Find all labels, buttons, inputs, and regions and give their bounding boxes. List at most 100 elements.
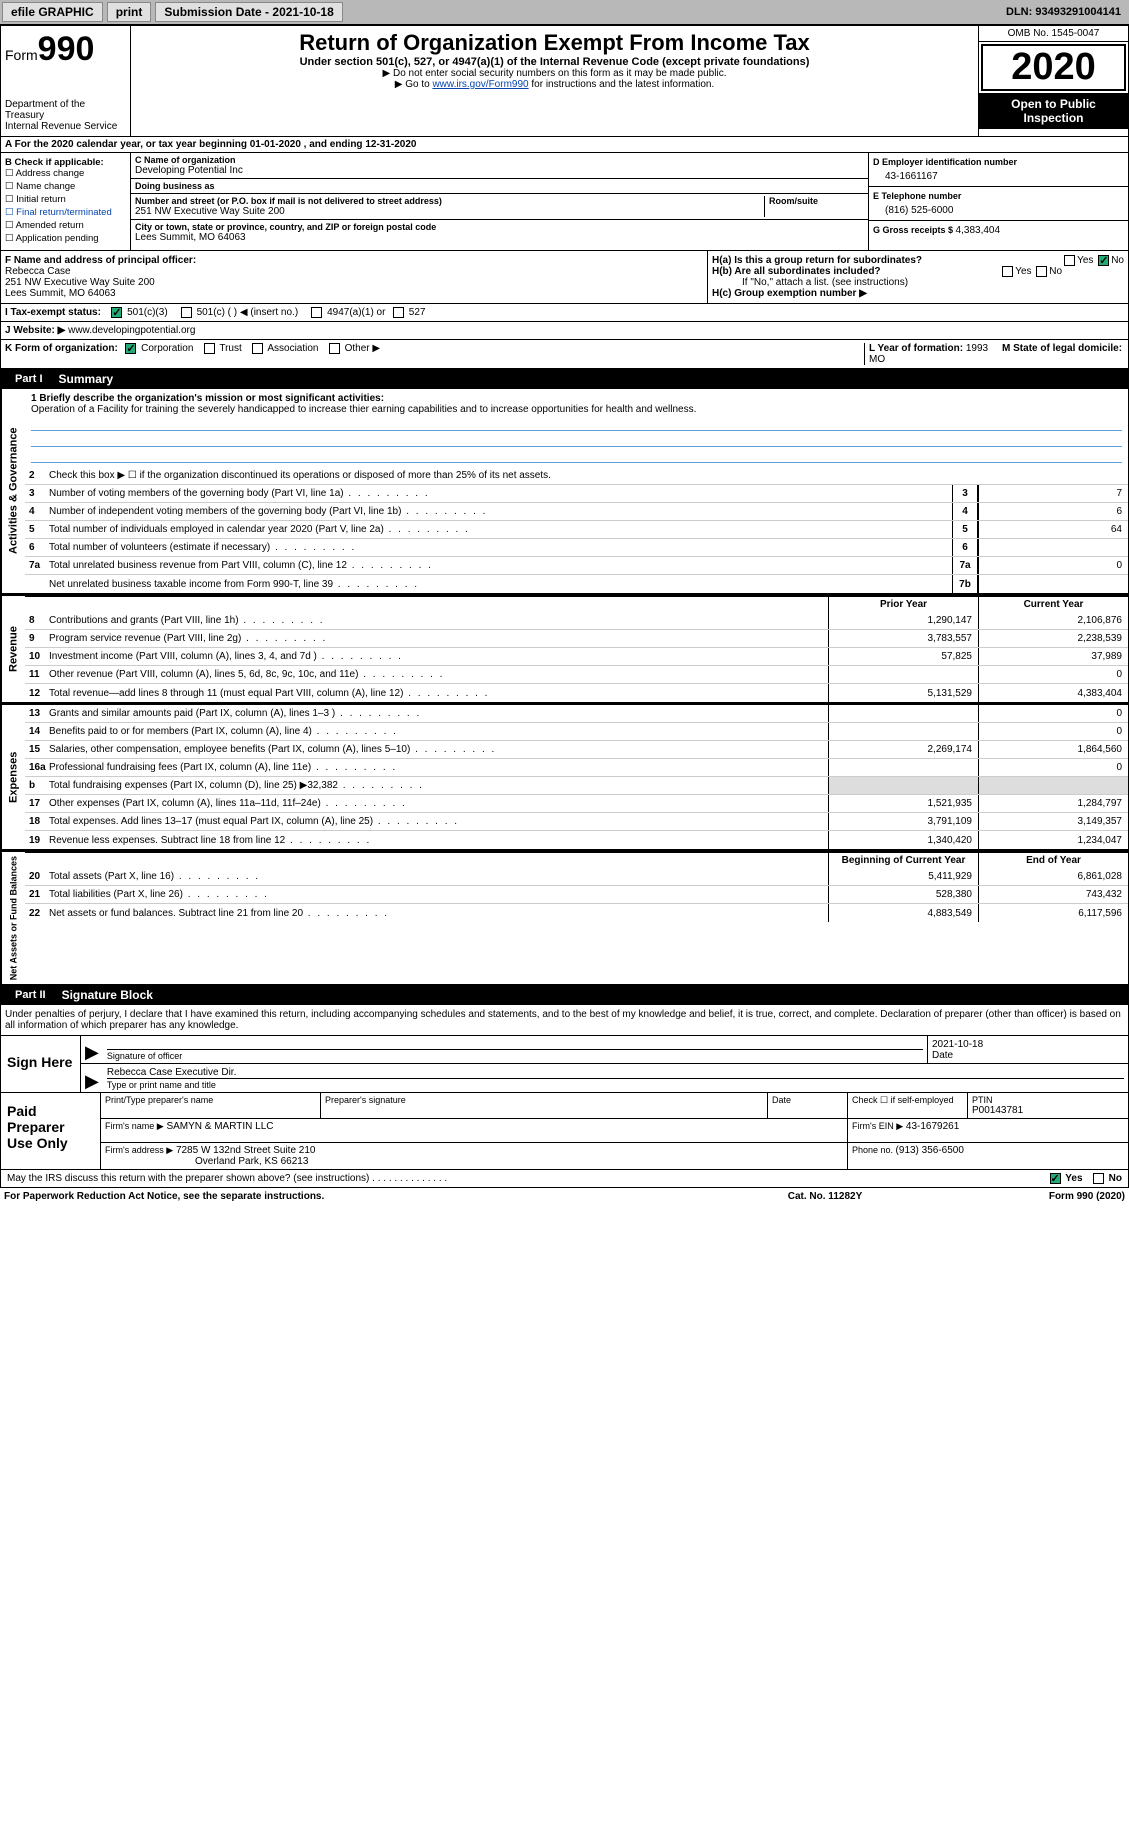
h-a-yes-checkbox[interactable] xyxy=(1064,255,1075,266)
chk-501c[interactable] xyxy=(181,307,192,318)
officer-label: F Name and address of principal officer: xyxy=(5,255,703,266)
line-desc: Other revenue (Part VIII, column (A), li… xyxy=(49,669,828,680)
opt-corporation: Corporation xyxy=(141,343,193,354)
chk-initial-return-label: Initial return xyxy=(16,194,66,205)
part1-tab: Part I xyxy=(7,372,51,386)
chk-4947[interactable] xyxy=(311,307,322,318)
mission-rule-2 xyxy=(31,433,1122,447)
note2-pre: ▶ Go to xyxy=(395,79,433,90)
omb-number: OMB No. 1545-0047 xyxy=(979,26,1128,42)
line-num: 17 xyxy=(25,798,49,809)
prep-date-label: Date xyxy=(772,1095,843,1105)
prep-row-2: Firm's name ▶ SAMYN & MARTIN LLC Firm's … xyxy=(101,1119,1128,1143)
governance-vlabel: Activities & Governance xyxy=(1,389,25,593)
line-desc: Total revenue—add lines 8 through 11 (mu… xyxy=(49,688,828,699)
chk-trust[interactable] xyxy=(204,343,215,354)
line-box: 3 xyxy=(952,485,978,502)
chk-527[interactable] xyxy=(393,307,404,318)
chk-corporation[interactable] xyxy=(125,343,136,354)
chk-other[interactable] xyxy=(329,343,340,354)
line-desc: Contributions and grants (Part VIII, lin… xyxy=(49,615,828,626)
gross-receipts-cell: G Gross receipts $ 4,383,404 xyxy=(869,221,1128,240)
state-domicile-value: MO xyxy=(869,354,885,365)
address-value: 251 NW Executive Way Suite 200 xyxy=(135,206,764,217)
line-box: 5 xyxy=(952,521,978,538)
chk-501c3[interactable] xyxy=(111,307,122,318)
current-year-value: 0 xyxy=(978,723,1128,740)
chk-name-change-label: Name change xyxy=(16,181,75,192)
submission-date-button[interactable]: Submission Date - 2021-10-18 xyxy=(155,2,342,22)
chk-address-change-label: Address change xyxy=(16,168,85,179)
chk-association[interactable] xyxy=(252,343,263,354)
box-b-title: B Check if applicable: xyxy=(5,157,126,168)
h-b-yes-checkbox[interactable] xyxy=(1002,266,1013,277)
form990-link[interactable]: www.irs.gov/Form990 xyxy=(432,79,528,90)
dba-label: Doing business as xyxy=(135,181,864,191)
current-year-value: 0 xyxy=(978,705,1128,722)
row-i: I Tax-exempt status: 501(c)(3) 501(c) ( … xyxy=(0,304,1129,322)
chk-address-change[interactable]: ☐ Address change xyxy=(5,168,126,179)
line-desc: Benefits paid to or for members (Part IX… xyxy=(49,726,828,737)
header-right: OMB No. 1545-0047 2020 Open to Public In… xyxy=(978,26,1128,136)
prior-year-value: 1,340,420 xyxy=(828,831,978,849)
print-button[interactable]: print xyxy=(107,2,152,22)
chk-initial-return[interactable]: ☐ Initial return xyxy=(5,194,126,205)
signature-date-label: Date xyxy=(932,1050,1124,1061)
box-de: D Employer identification number 43-1661… xyxy=(868,153,1128,250)
discuss-yes-checkbox[interactable] xyxy=(1050,1173,1061,1184)
footer: For Paperwork Reduction Act Notice, see … xyxy=(0,1188,1129,1205)
part1-title: Summary xyxy=(59,372,114,386)
prep-selfemp-label: Check ☐ if self-employed xyxy=(852,1095,963,1106)
box-f: F Name and address of principal officer:… xyxy=(1,251,708,303)
governance-content: 1 Briefly describe the organization's mi… xyxy=(25,389,1128,593)
prior-year-value: 3,791,109 xyxy=(828,813,978,830)
line-num: 5 xyxy=(25,524,49,535)
note-link: ▶ Go to www.irs.gov/Form990 for instruct… xyxy=(135,79,974,90)
h-a-yes-label: Yes xyxy=(1077,255,1093,266)
line-desc: Total liabilities (Part X, line 26) xyxy=(49,889,828,900)
header-left: Form990 Department of the Treasury Inter… xyxy=(1,26,131,136)
h-a-label: H(a) Is this a group return for subordin… xyxy=(712,255,922,266)
discuss-no-checkbox[interactable] xyxy=(1093,1173,1104,1184)
efile-graphic-button[interactable]: efile GRAPHIC xyxy=(2,2,103,22)
officer-name-title: Rebecca Case Executive Dir. xyxy=(107,1067,1124,1078)
sign-here-label: Sign Here xyxy=(1,1036,81,1092)
opt-527: 527 xyxy=(409,307,426,318)
phone-value: (816) 525-6000 xyxy=(873,201,1124,216)
line-desc: Professional fundraising fees (Part IX, … xyxy=(49,762,828,773)
chk-application-pending[interactable]: ☐ Application pending xyxy=(5,233,126,244)
footer-right: Form 990 (2020) xyxy=(925,1191,1125,1202)
line-desc: Total number of individuals employed in … xyxy=(49,524,952,535)
summary-row: Net unrelated business taxable income fr… xyxy=(25,575,1128,593)
part2-tab: Part II xyxy=(7,988,54,1002)
prior-year-value: 5,411,929 xyxy=(828,868,978,885)
h-b-no-checkbox[interactable] xyxy=(1036,266,1047,277)
netassets-section: Net Assets or Fund Balances Beginning of… xyxy=(0,850,1129,985)
h-a-yn: Yes No xyxy=(1062,255,1124,266)
mission-rule-1 xyxy=(31,417,1122,431)
line-num: 14 xyxy=(25,726,49,737)
chk-final-return[interactable]: ☐ Final return/terminated xyxy=(5,207,126,218)
prior-year-value xyxy=(828,723,978,740)
summary-row: 14Benefits paid to or for members (Part … xyxy=(25,723,1128,741)
prior-year-value: 528,380 xyxy=(828,886,978,903)
header-mid: Return of Organization Exempt From Incom… xyxy=(131,26,978,136)
summary-row: 6Total number of volunteers (estimate if… xyxy=(25,539,1128,557)
line-value: 0 xyxy=(978,557,1128,574)
chk-amended-return[interactable]: ☐ Amended return xyxy=(5,220,126,231)
current-year-value: 6,861,028 xyxy=(978,868,1128,885)
chk-amended-return-label: Amended return xyxy=(16,220,84,231)
signature-field[interactable]: Signature of officer xyxy=(103,1036,928,1063)
h-a-no-checkbox[interactable] xyxy=(1098,255,1109,266)
prior-year-value: 1,521,935 xyxy=(828,795,978,812)
org-name-label: C Name of organization xyxy=(135,155,864,165)
ptin-label: PTIN xyxy=(972,1095,1124,1105)
part1-header: Part I Summary xyxy=(0,369,1129,389)
firm-phone-label: Phone no. xyxy=(852,1145,896,1155)
chk-name-change[interactable]: ☐ Name change xyxy=(5,181,126,192)
current-year-value: 1,234,047 xyxy=(978,831,1128,849)
line-num: 13 xyxy=(25,708,49,719)
netassets-content: Beginning of Current Year End of Year 20… xyxy=(25,852,1128,984)
summary-row: 9Program service revenue (Part VIII, lin… xyxy=(25,630,1128,648)
line-num: 7a xyxy=(25,560,49,571)
